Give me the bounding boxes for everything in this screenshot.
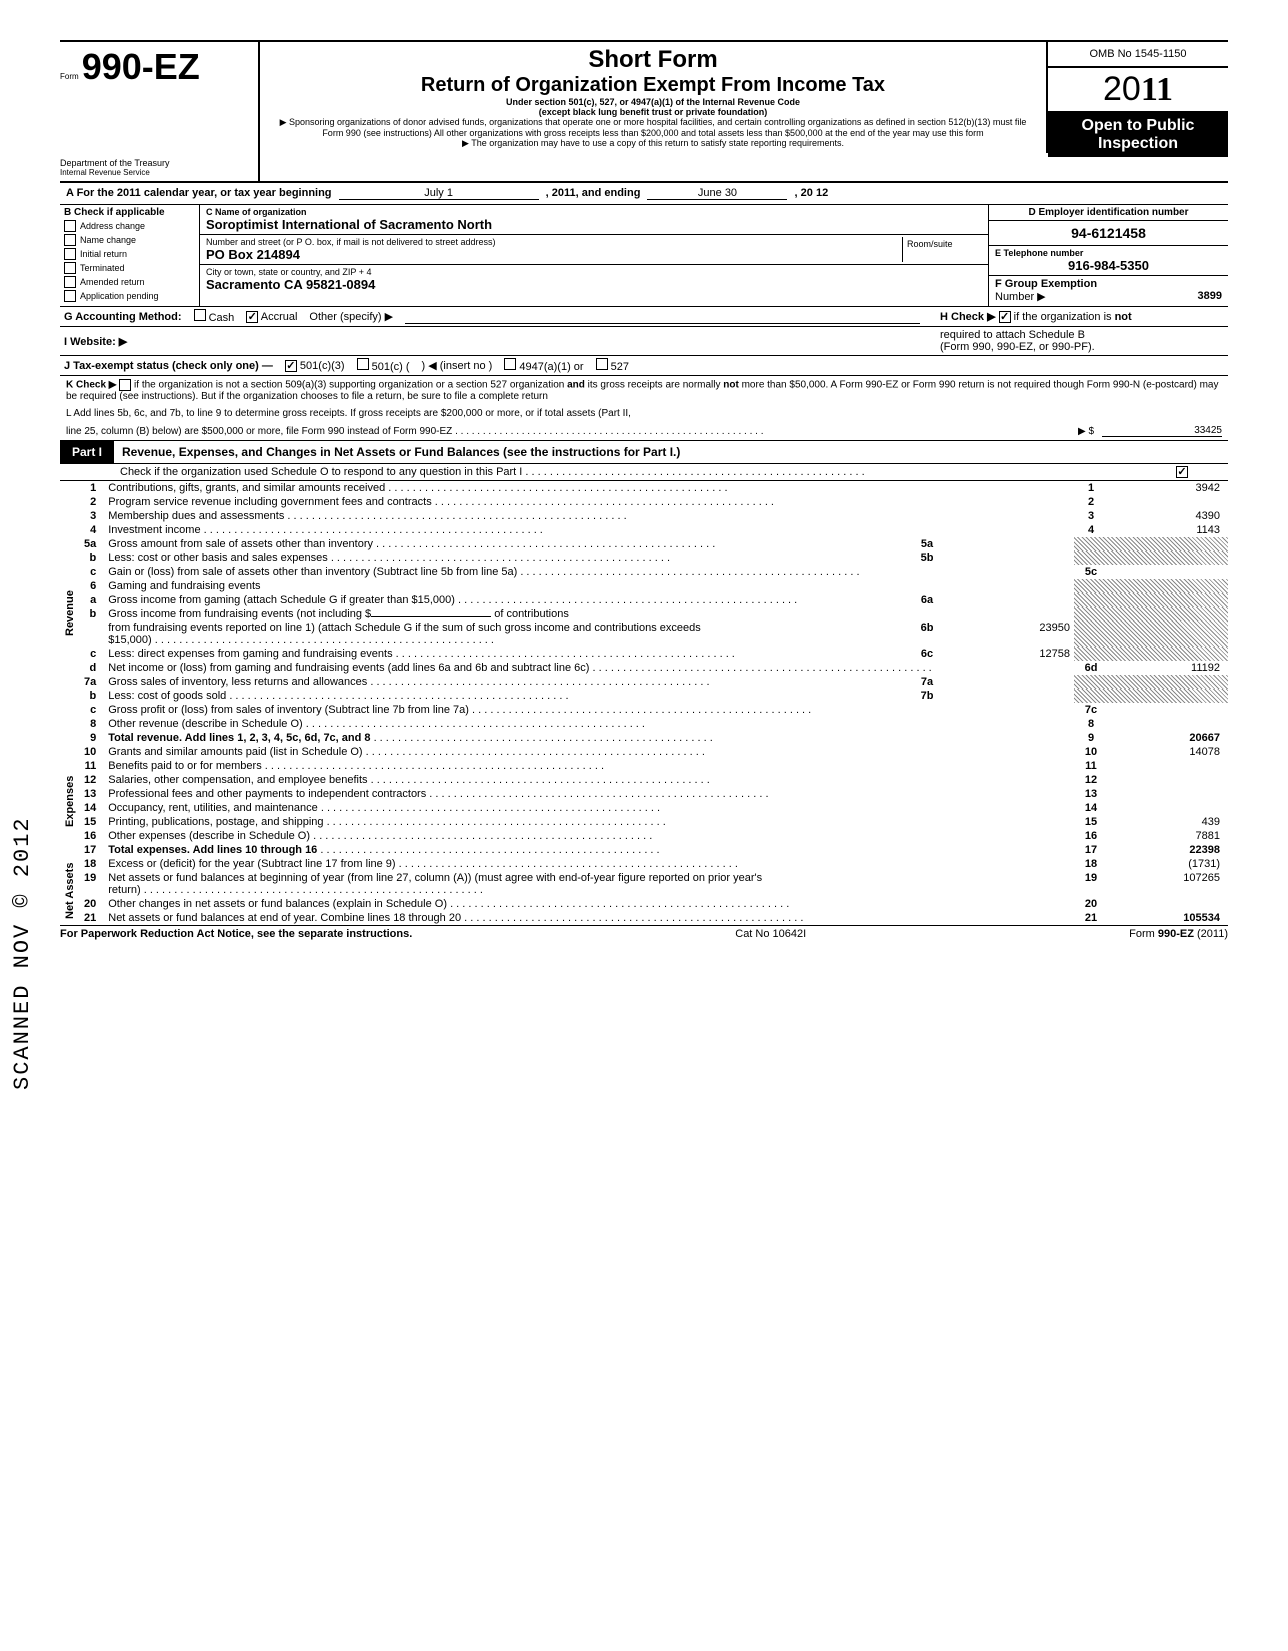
row-l-2: line 25, column (B) below) are $500,000 … (60, 422, 1228, 440)
l4-value: 1143 (1108, 523, 1228, 537)
checkbox-name-change[interactable] (64, 234, 76, 246)
checkbox-4947[interactable] (504, 358, 516, 370)
checkbox-501c[interactable] (357, 358, 369, 370)
open-public-1: Open to Public (1052, 117, 1224, 135)
part1-check-text: Check if the organization used Schedule … (120, 466, 1176, 478)
e-label: E Telephone number (995, 248, 1083, 258)
expenses-label: Expenses (60, 745, 80, 857)
subtitle2: (except black lung benefit trust or priv… (272, 107, 1034, 117)
l16-value: 7881 (1108, 829, 1228, 843)
checkbox-k[interactable] (119, 379, 131, 391)
checkbox-amended[interactable] (64, 276, 76, 288)
d-label: D Employer identification number (989, 205, 1228, 221)
phone-value: 916-984-5350 (995, 258, 1222, 273)
checkbox-terminated[interactable] (64, 262, 76, 274)
org-name: Soroptimist International of Sacramento … (206, 217, 982, 232)
l17-value: 22398 (1108, 843, 1228, 857)
city-value: Sacramento CA 95821-0894 (206, 277, 982, 292)
sponsoring-text: ▶ Sponsoring organizations of donor advi… (272, 117, 1034, 138)
f-label: F Group Exemption (995, 278, 1097, 290)
form-label: Form (60, 72, 79, 81)
street-label: Number and street (or P O. box, if mail … (206, 237, 495, 247)
checkbox-initial-return[interactable] (64, 248, 76, 260)
j-label: J Tax-exempt status (check only one) — (64, 360, 273, 372)
form-number: 990-EZ (82, 46, 200, 87)
l6d-value: 11192 (1108, 661, 1228, 675)
l18-value: (1731) (1108, 857, 1228, 871)
part-1-header: Part I Revenue, Expenses, and Changes in… (60, 440, 1228, 464)
form-header: Form 990-EZ Department of the Treasury I… (60, 40, 1228, 183)
i-website-label: I Website: ▶ (64, 335, 127, 348)
subtitle1: Under section 501(c), 527, or 4947(a)(1)… (272, 97, 1034, 107)
row-l-1: L Add lines 5b, 6c, and 7b, to line 9 to… (60, 405, 1228, 422)
b-label: B Check if applicable (64, 207, 195, 218)
checkbox-cash[interactable] (194, 309, 206, 321)
room-suite-label: Room/suite (902, 237, 982, 262)
satisfy-text: The organization may have to use a copy … (272, 138, 1034, 149)
checkbox-schedule-o[interactable] (1176, 466, 1188, 478)
omb-number: OMB No 1545-1150 (1048, 42, 1228, 68)
checkbox-address-change[interactable] (64, 220, 76, 232)
checkbox-accrual[interactable] (246, 311, 258, 323)
org-info-block: B Check if applicable Address change Nam… (60, 205, 1228, 307)
c-label: C Name of organization (206, 207, 307, 217)
return-title: Return of Organization Exempt From Incom… (272, 74, 1034, 97)
l3-value: 4390 (1108, 509, 1228, 523)
l10-value: 14078 (1108, 745, 1228, 759)
revenue-label: Revenue (60, 481, 80, 745)
l6b-value: 23950 (944, 621, 1074, 647)
l19-value: 107265 (1108, 871, 1228, 897)
part1-table: Revenue 1Contributions, gifts, grants, a… (60, 481, 1228, 925)
open-public-2: Inspection (1052, 135, 1224, 153)
checkbox-h[interactable] (999, 311, 1011, 323)
l1-value: 3942 (1108, 481, 1228, 495)
netassets-label: Net Assets (60, 857, 80, 925)
ein-value: 94-6121458 (989, 221, 1228, 246)
scanned-stamp: SCANNED NOV © 2012 (10, 816, 35, 1090)
city-label: City or town, state or country, and ZIP … (206, 267, 372, 277)
row-k: K Check ▶ if the organization is not a s… (60, 376, 1228, 405)
street-value: PO Box 214894 (206, 247, 902, 262)
tax-year: 20201111 (1048, 68, 1228, 113)
l6c-value: 12758 (944, 647, 1074, 661)
l15-value: 439 (1108, 815, 1228, 829)
l21-value: 105534 (1108, 911, 1228, 925)
page-footer: For Paperwork Reduction Act Notice, see … (60, 925, 1228, 940)
l-gross-receipts: 33425 (1102, 425, 1222, 437)
checkbox-527[interactable] (596, 358, 608, 370)
checkbox-501c3[interactable] (285, 360, 297, 372)
dept-treasury: Department of the Treasury (60, 158, 250, 168)
tax-year-line: A For the 2011 calendar year, or tax yea… (60, 183, 1228, 205)
irs: Internal Revenue Service (60, 168, 250, 177)
l9-value: 20667 (1108, 731, 1228, 745)
g-label: G Accounting Method: (64, 311, 182, 323)
short-form-title: Short Form (272, 46, 1034, 74)
checkbox-pending[interactable] (64, 290, 76, 302)
group-exemption-value: 3899 (1198, 290, 1222, 302)
